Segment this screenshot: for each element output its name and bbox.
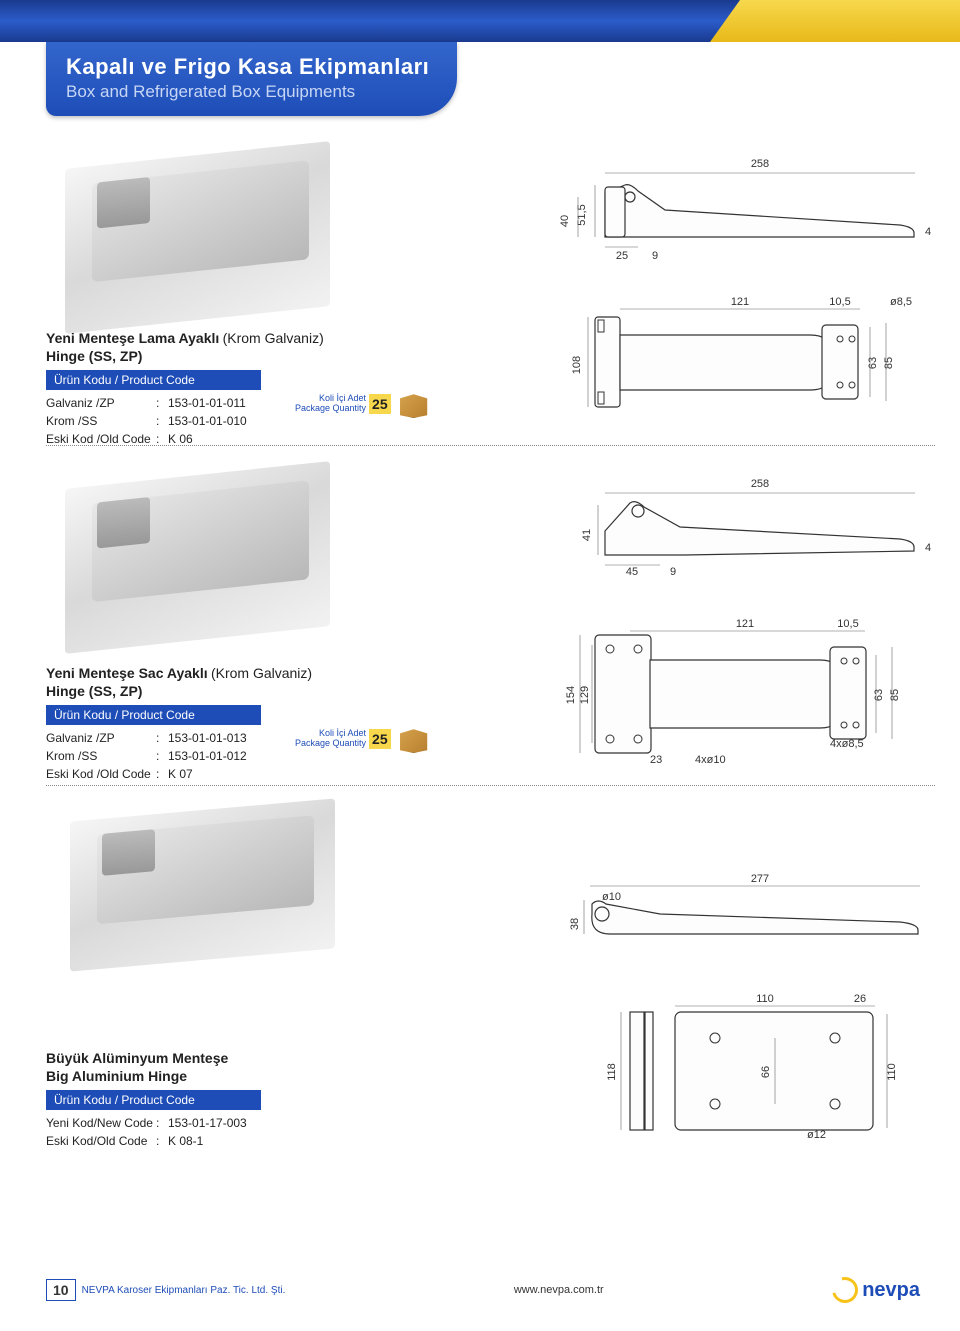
svg-text:ø8,5: ø8,5 [890, 296, 912, 308]
svg-text:110: 110 [886, 1063, 898, 1081]
code-rows: Yeni Kod/New Code:153-01-17-003 Eski Kod… [46, 1114, 426, 1150]
qty-badge: Koli İçi Adet Package Quantity 25 [295, 390, 431, 418]
site-url: www.nevpa.com.tr [514, 1284, 604, 1296]
svg-text:4: 4 [925, 226, 931, 238]
code-header: Ürün Kodu / Product Code [46, 1090, 261, 1110]
brand-logo: nevpa [832, 1277, 920, 1303]
svg-text:258: 258 [751, 478, 769, 490]
product-sub: Big Aluminium Hinge [46, 1068, 426, 1084]
drawing-side: 258 41 45 4 9 [530, 475, 930, 575]
product-name: Yeni Menteşe Sac Ayaklı [46, 665, 208, 681]
svg-text:129: 129 [579, 686, 591, 704]
divider [46, 785, 935, 786]
svg-text:63: 63 [873, 689, 885, 701]
svg-text:121: 121 [731, 296, 749, 308]
svg-text:45: 45 [626, 566, 638, 578]
box-icon [397, 390, 431, 418]
svg-text:9: 9 [670, 566, 676, 578]
product-name: Yeni Menteşe Lama Ayaklı [46, 330, 219, 346]
page-title: Kapalı ve Frigo Kasa Ekipmanları [66, 54, 429, 80]
svg-text:110: 110 [756, 993, 774, 1005]
svg-text:ø12: ø12 [807, 1129, 826, 1141]
svg-text:26: 26 [854, 993, 866, 1005]
header-bar [0, 0, 960, 42]
svg-text:85: 85 [889, 689, 901, 701]
svg-text:23: 23 [650, 754, 662, 766]
page-footer: 10 NEVPA Karoser Ekipmanları Paz. Tic. L… [46, 1277, 920, 1303]
product-name: Büyük Alüminyum Menteşe [46, 1050, 228, 1066]
logo-text: nevpa [862, 1279, 920, 1302]
drawing-top: 110 26 118 66 110 ø12 [575, 990, 935, 1140]
svg-text:121: 121 [736, 618, 754, 630]
product-sub: Hinge (SS, ZP) [46, 348, 426, 364]
product-info: Yeni Menteşe Lama Ayaklı (Krom Galvaniz)… [46, 330, 426, 448]
svg-text:258: 258 [751, 158, 769, 170]
svg-text:66: 66 [760, 1066, 772, 1078]
logo-mark-icon [827, 1272, 863, 1308]
drawing-top: 121 10,5 154 129 63 85 4xø10 4xø8,5 23 [530, 615, 930, 765]
svg-text:38: 38 [569, 918, 581, 930]
drawing-top: 121 10,5 ø8,5 108 63 85 [530, 295, 930, 425]
svg-text:277: 277 [751, 873, 769, 885]
qty-value: 25 [369, 394, 391, 414]
product-photo [65, 141, 330, 334]
product-finish: (Krom Galvaniz) [211, 665, 312, 681]
code-header: Ürün Kodu / Product Code [46, 705, 261, 725]
svg-text:25: 25 [616, 250, 628, 262]
divider [46, 445, 935, 446]
svg-text:85: 85 [883, 357, 895, 369]
drawing-side: 277 ø10 38 [530, 870, 930, 950]
svg-text:63: 63 [867, 357, 879, 369]
page-number: 10 [46, 1279, 76, 1301]
svg-text:41: 41 [581, 529, 593, 541]
product-finish: (Krom Galvaniz) [223, 330, 324, 346]
box-icon [397, 725, 431, 753]
product-photo [65, 461, 330, 654]
product-info: Büyük Alüminyum Menteşe Big Aluminium Hi… [46, 1050, 426, 1150]
svg-text:118: 118 [606, 1063, 618, 1081]
code-header: Ürün Kodu / Product Code [46, 370, 261, 390]
svg-text:4xø8,5: 4xø8,5 [830, 738, 864, 750]
svg-text:154: 154 [565, 686, 577, 704]
svg-text:4: 4 [925, 542, 931, 554]
svg-text:10,5: 10,5 [837, 618, 858, 630]
svg-text:ø10: ø10 [602, 891, 621, 903]
qty-badge: Koli İçi Adet Package Quantity 25 [295, 725, 431, 753]
company-name: NEVPA Karoser Ekipmanları Paz. Tic. Ltd.… [82, 1285, 286, 1296]
page-subtitle: Box and Refrigerated Box Equipments [66, 82, 429, 102]
svg-text:40: 40 [559, 215, 571, 227]
svg-text:4xø10: 4xø10 [695, 754, 726, 766]
qty-value: 25 [369, 729, 391, 749]
product-sub: Hinge (SS, ZP) [46, 683, 426, 699]
svg-text:108: 108 [571, 356, 583, 374]
drawing-side: 258 51,5 40 25 4 9 [530, 155, 930, 265]
product-photo [70, 798, 335, 971]
page-title-card: Kapalı ve Frigo Kasa Ekipmanları Box and… [46, 42, 457, 116]
svg-text:10,5: 10,5 [829, 296, 850, 308]
svg-text:9: 9 [652, 250, 658, 262]
product-info: Yeni Menteşe Sac Ayaklı (Krom Galvaniz) … [46, 665, 426, 783]
